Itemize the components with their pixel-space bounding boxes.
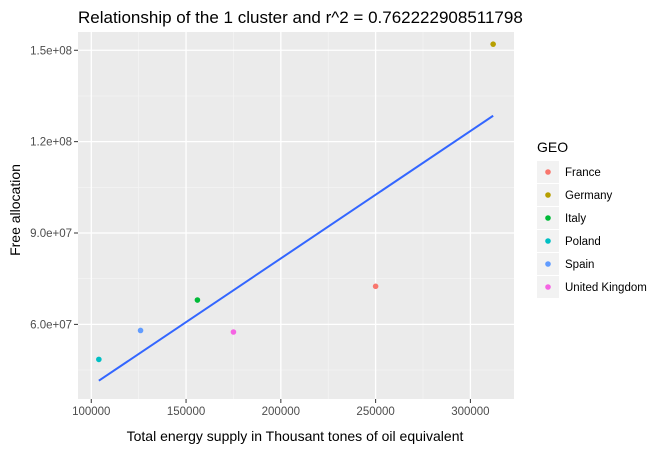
y-tick-label: 1.2e+08 — [30, 137, 72, 149]
plot-panel — [78, 32, 514, 399]
x-tick-label: 300000 — [451, 406, 489, 418]
x-axis-ticks: 100000 150000 200000 250000 300000 — [72, 399, 490, 418]
y-axis-ticks: 6.0e+07 9.0e+07 1.2e+08 1.5e+08 — [30, 45, 78, 331]
x-tick-label: 150000 — [167, 406, 205, 418]
x-axis-title: Total energy supply in Thousant tones of… — [127, 428, 464, 444]
minor-gridlines — [78, 32, 514, 399]
legend-swatch-poland — [545, 238, 551, 244]
legend-label-poland: Poland — [565, 236, 601, 248]
y-tick-label: 9.0e+07 — [30, 228, 72, 240]
y-tick-label: 1.5e+08 — [30, 45, 72, 57]
x-tick-label: 250000 — [356, 406, 394, 418]
regression-line — [98, 114, 494, 382]
major-gridlines — [78, 32, 514, 399]
data-point-italy — [194, 297, 201, 303]
legend-swatch-germany — [545, 192, 551, 198]
legend-label-france: France — [565, 167, 601, 179]
legend: GEO France Germany Italy Poland Spain United … — [537, 139, 647, 298]
legend-swatch-france — [545, 169, 551, 175]
legend-label-spain: Spain — [565, 259, 594, 271]
legend-label-united-kingdom: United Kingdom — [565, 282, 647, 294]
data-point-france — [372, 283, 379, 290]
y-tick-label: 6.0e+07 — [30, 319, 72, 331]
legend-label-germany: Germany — [565, 190, 613, 202]
data-points — [96, 41, 496, 363]
legend-title: GEO — [537, 139, 568, 155]
x-tick-label: 100000 — [72, 406, 110, 418]
chart-title: Relationship of the 1 cluster and r^2 = … — [78, 8, 523, 27]
legend-swatch-spain — [545, 261, 551, 267]
legend-label-italy: Italy — [565, 213, 586, 225]
regression-line-layer — [98, 114, 494, 382]
data-point-poland — [96, 356, 102, 363]
x-tick-label: 200000 — [262, 406, 300, 418]
data-point-germany — [490, 41, 496, 47]
legend-swatch-united-kingdom — [545, 284, 551, 290]
y-axis-title: Free allocation — [7, 164, 23, 256]
data-point-spain — [137, 327, 144, 334]
legend-swatch-italy — [545, 215, 551, 221]
data-point-united-kingdom — [230, 329, 237, 335]
